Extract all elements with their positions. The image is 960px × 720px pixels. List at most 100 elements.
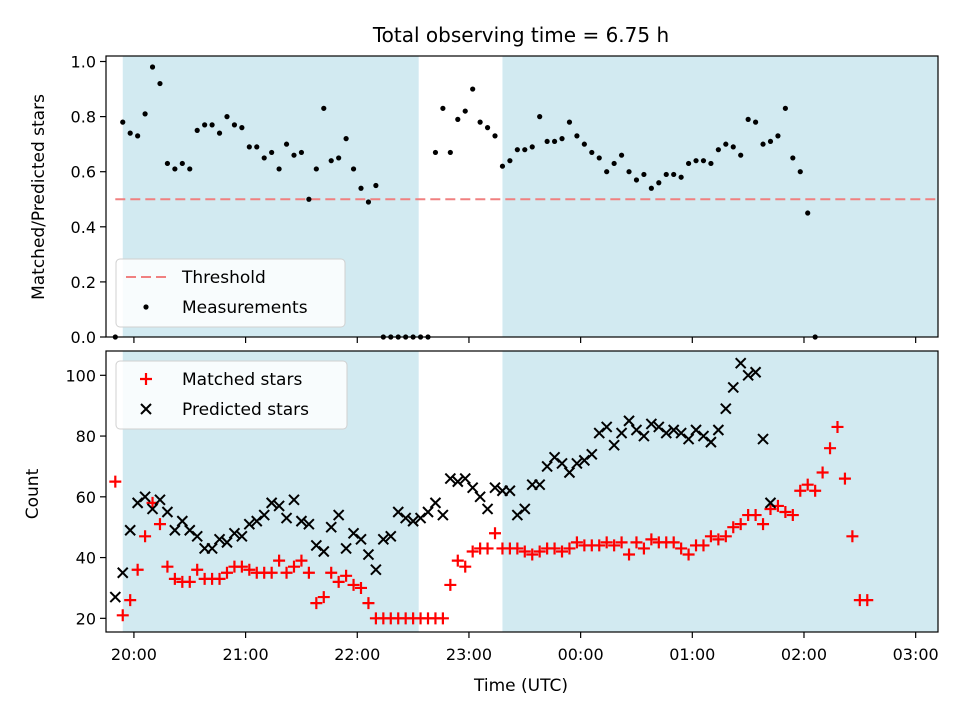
- matched-star-point: [779, 506, 792, 519]
- predicted-star-point: [399, 512, 412, 524]
- bottom-y-tick-label: 100: [65, 366, 96, 385]
- predicted-star-point: [236, 530, 248, 543]
- x-tick-label: 22:00: [334, 645, 380, 664]
- measurement-point: [477, 119, 483, 125]
- legend-predicted-label: Predicted stars: [182, 400, 309, 420]
- measurement-point: [157, 80, 163, 87]
- measurement-point: [611, 160, 617, 167]
- measurement-point: [671, 171, 677, 178]
- bottom-legend-box: [115, 360, 348, 430]
- measurement-point: [135, 133, 141, 139]
- measurement-point: [142, 111, 148, 117]
- predicted-star-point: [303, 518, 315, 530]
- measurement-point: [551, 138, 558, 145]
- bottom-axes-frame: [105, 350, 939, 633]
- bottom-y-tick-label: 60: [76, 488, 96, 507]
- predicted-star-point: [370, 564, 382, 576]
- measurement-point: [678, 174, 684, 180]
- bottom-y-tick-label: 20: [76, 609, 96, 628]
- measurement-point: [730, 144, 736, 150]
- predicted-star-point: [444, 472, 457, 485]
- matched-star-point: [310, 597, 323, 610]
- matched-star-point: [280, 566, 293, 579]
- matched-star-point: [265, 566, 278, 579]
- legend-measurements-label: Measurements: [182, 298, 308, 318]
- top-y-tick-label: 0.0: [71, 328, 96, 347]
- measurement-point: [752, 119, 759, 125]
- measurement-points: [112, 64, 818, 340]
- legend-matched-label: Matched stars: [182, 370, 302, 390]
- measurement-point: [187, 166, 193, 172]
- matched-star-point: [168, 572, 181, 585]
- top-y-axis-label: Matched/Predicted stars: [29, 94, 49, 300]
- predicted-star-point: [720, 403, 732, 415]
- matched-star-point: [615, 536, 628, 549]
- matched-star-point: [116, 609, 129, 622]
- bottom-shade-1: [502, 351, 938, 632]
- predicted-star-point: [332, 509, 345, 521]
- top-y-tick-label: 0.4: [71, 218, 96, 237]
- predicted-star-point: [519, 503, 531, 515]
- measurement-point: [700, 158, 707, 164]
- predicted-star-point: [682, 433, 695, 445]
- matched-star-point: [548, 542, 561, 555]
- matched-star-point: [794, 484, 807, 497]
- predicted-star-point: [504, 485, 516, 497]
- legend-matched-swatch: [140, 373, 152, 385]
- measurement-point: [269, 149, 275, 156]
- measurement-point: [365, 199, 372, 205]
- predicted-star-point: [422, 506, 434, 518]
- predicted-star-point: [258, 509, 270, 521]
- measurement-point: [120, 119, 126, 125]
- measurement-point: [246, 144, 252, 150]
- predicted-star-point: [459, 472, 471, 485]
- predicted-star-point: [176, 515, 189, 527]
- measurement-point: [179, 160, 185, 167]
- measurement-point: [261, 155, 267, 161]
- legend-measurements-swatch: [143, 304, 149, 310]
- predicted-star-point: [154, 494, 166, 506]
- predicted-star-point: [280, 512, 293, 524]
- measurement-point: [767, 138, 774, 145]
- measurement-point: [685, 160, 692, 167]
- predicted-star-point: [742, 369, 754, 382]
- x-axis-label: Time (UTC): [473, 676, 568, 696]
- matched-star-point: [131, 563, 144, 576]
- matched-star-point: [824, 442, 837, 455]
- matched-star-point: [801, 478, 814, 491]
- predicted-star-point: [124, 524, 136, 536]
- matched-star-point: [183, 575, 196, 588]
- matched-star-point: [295, 554, 308, 567]
- measurement-point: [202, 122, 208, 128]
- matched-star-point: [466, 545, 479, 558]
- predicted-star-point: [712, 424, 725, 436]
- predicted-star-point: [764, 497, 777, 509]
- measurement-point: [149, 64, 156, 70]
- measurement-point: [328, 158, 334, 164]
- x-tick-label: 21:00: [223, 645, 269, 664]
- matched-star-point: [846, 530, 859, 543]
- predicted-star-point: [571, 457, 583, 470]
- matched-star-point: [831, 420, 844, 433]
- predicted-star-point: [608, 439, 620, 451]
- measurement-point: [581, 141, 587, 147]
- matched-star-point: [637, 542, 650, 555]
- measurement-point: [715, 147, 721, 153]
- predicted-stars-points: [109, 357, 777, 603]
- predicted-star-point: [273, 500, 285, 512]
- measurement-point: [797, 169, 803, 175]
- x-tick-label: 00:00: [558, 645, 604, 664]
- measurement-point: [604, 169, 610, 175]
- measurement-point: [350, 166, 357, 172]
- matched-star-point: [630, 536, 643, 549]
- matched-star-point: [704, 530, 717, 543]
- matched-star-point: [444, 578, 457, 591]
- top-y-tick-label: 0.2: [71, 273, 96, 292]
- predicted-star-point: [533, 478, 546, 491]
- measurement-point: [782, 105, 788, 111]
- bottom-legend: Matched stars Predicted stars: [115, 360, 348, 430]
- measurement-point: [745, 116, 751, 122]
- matched-star-point: [481, 542, 494, 555]
- matched-star-point: [518, 545, 531, 558]
- matched-star-point: [489, 527, 502, 540]
